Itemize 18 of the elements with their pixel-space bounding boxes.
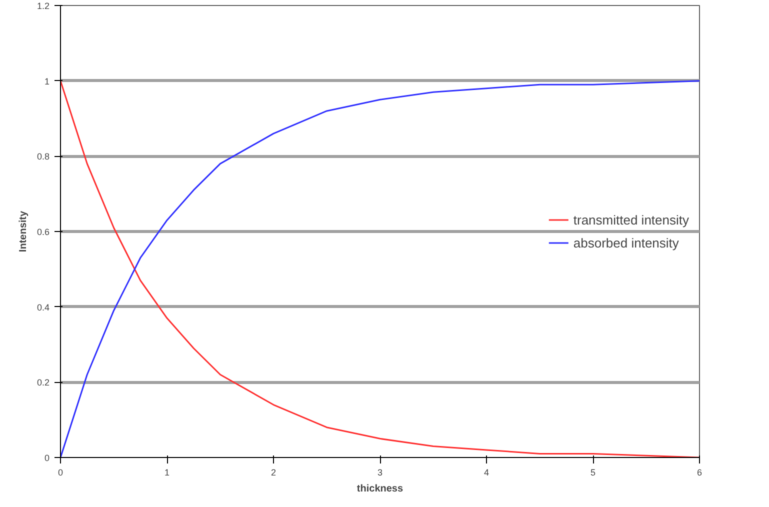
legend-label: transmitted intensity bbox=[573, 212, 689, 227]
x-tick-label: 1 bbox=[164, 468, 170, 478]
y-tick-label: 1.2 bbox=[36, 1, 50, 11]
x-tick-label: 3 bbox=[377, 468, 383, 478]
x-tick-label: 0 bbox=[58, 468, 64, 478]
y-tick-label: 0 bbox=[44, 453, 50, 463]
y-tick-label: 0.4 bbox=[36, 302, 50, 312]
y-axis-title: Intensity bbox=[18, 210, 29, 252]
x-axis-title: thickness bbox=[356, 484, 404, 494]
y-tick-label: 1 bbox=[44, 76, 50, 86]
y-tick-label: 0.6 bbox=[36, 227, 50, 237]
x-tick-label: 2 bbox=[270, 468, 276, 478]
x-tick-label: 6 bbox=[696, 468, 702, 478]
x-tick-label: 4 bbox=[484, 468, 490, 478]
legend-label: absorbed intensity bbox=[573, 235, 679, 250]
y-tick-label: 0.2 bbox=[36, 378, 50, 388]
y-tick-label: 0.8 bbox=[36, 152, 50, 162]
x-tick-label: 5 bbox=[590, 468, 596, 478]
